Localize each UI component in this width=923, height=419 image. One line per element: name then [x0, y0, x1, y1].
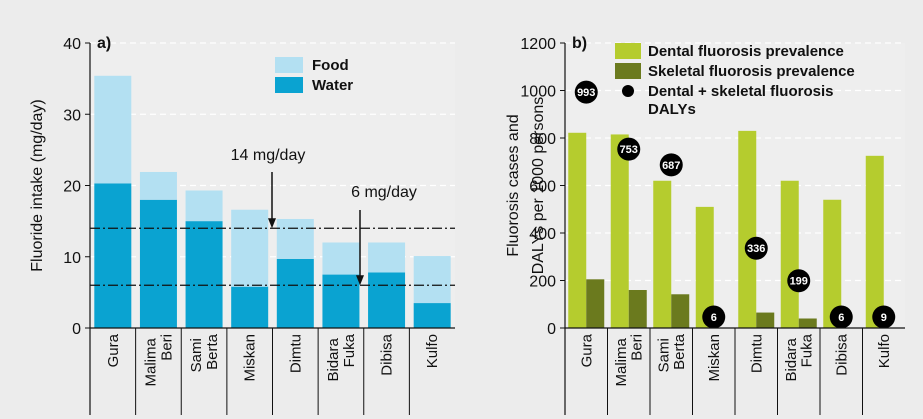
legend-label: Food	[312, 57, 349, 74]
y-axis-label: Fluoride intake (mg/day)	[29, 99, 46, 272]
x-tick-label: Dimtu	[287, 334, 304, 373]
x-tick-label: Dibisa	[379, 333, 396, 375]
bar	[628, 290, 647, 328]
x-tick-label: Malima Beri	[143, 334, 176, 387]
bar-segment	[322, 242, 360, 275]
x-tick-label: Bidara Fuka	[783, 333, 816, 381]
legend-marker	[622, 85, 634, 97]
bar-segment	[413, 303, 451, 328]
x-tick-label: Kulfo	[876, 334, 893, 368]
bar	[823, 199, 842, 328]
bar	[756, 312, 775, 328]
daly-marker	[872, 305, 896, 329]
panel-label: a)	[97, 35, 111, 52]
bar-segment	[139, 171, 177, 200]
bar-segment	[276, 218, 314, 259]
bar	[568, 132, 587, 328]
x-tick-label: Miskan	[242, 334, 259, 382]
y-tick-label: 1000	[520, 84, 556, 101]
x-tick-label: Miskan	[706, 334, 723, 382]
y-tick-label: 400	[529, 226, 556, 243]
bar-segment	[185, 221, 223, 328]
daly-marker	[659, 153, 683, 177]
legend-swatch	[275, 57, 303, 73]
y-tick-label: 0	[72, 321, 81, 338]
legend-label: Dental + skeletal fluorosis DALYs	[648, 83, 838, 118]
bar-segment	[413, 256, 451, 304]
legend-label: Water	[312, 77, 353, 94]
panel-label: b)	[572, 35, 587, 52]
daly-label: 9	[881, 312, 887, 324]
y-axis-label: Fluorosis cases and	[505, 114, 522, 256]
bar-segment	[231, 209, 269, 287]
bar	[653, 180, 672, 328]
x-tick-label: Sami Berta	[655, 333, 688, 372]
legend-label: Dental fluorosis prevalence	[648, 43, 844, 60]
bar-segment	[185, 190, 223, 222]
bar-segment	[322, 274, 360, 328]
x-tick-label: Dibisa	[833, 333, 850, 375]
legend-label: Skeletal fluorosis prevalence	[648, 63, 855, 80]
legend-swatch	[615, 63, 641, 79]
legend-swatch	[275, 77, 303, 93]
y-tick-label: 0	[547, 321, 556, 338]
daly-label: 6	[711, 312, 717, 324]
y-tick-label: 40	[63, 36, 81, 53]
x-tick-label: Malima Beri	[613, 334, 646, 387]
reference-label: 6 mg/day	[351, 184, 417, 201]
bar-segment	[276, 258, 314, 328]
bar-segment	[139, 199, 177, 328]
daly-label: 336	[747, 243, 765, 255]
arrow-head	[356, 275, 364, 286]
bar-segment	[368, 272, 406, 328]
y-tick-label: 600	[529, 179, 556, 196]
bar	[671, 294, 690, 328]
y-tick-label: 200	[529, 274, 556, 291]
daly-marker	[787, 269, 811, 293]
y-tick-label: 30	[63, 107, 81, 124]
daly-label: 6	[838, 312, 844, 324]
x-tick-label: Gura	[578, 333, 595, 367]
y-tick-label: 10	[63, 250, 81, 267]
daly-marker	[574, 80, 598, 104]
bar	[695, 206, 714, 328]
daly-label: 753	[620, 144, 638, 156]
bar	[738, 130, 757, 328]
daly-marker	[829, 305, 853, 329]
bar	[865, 155, 884, 328]
y-axis-label: DALYs per 1000 persons	[530, 97, 547, 275]
daly-marker	[617, 137, 641, 161]
x-tick-label: Kulfo	[424, 334, 441, 368]
x-tick-label: Dimtu	[748, 334, 765, 373]
daly-marker	[744, 236, 768, 260]
bar	[610, 134, 629, 328]
reference-label: 14 mg/day	[231, 147, 306, 164]
bar-segment	[231, 286, 269, 328]
bar	[798, 318, 817, 328]
legend-swatch	[615, 43, 641, 59]
y-tick-label: 20	[63, 179, 81, 196]
daly-label: 199	[790, 276, 808, 288]
x-tick-label: Bidara Fuka	[325, 333, 358, 381]
y-tick-label: 1200	[520, 36, 556, 53]
bar	[586, 279, 605, 328]
daly-label: 687	[662, 160, 680, 172]
bar	[780, 180, 799, 328]
y-tick-label: 800	[529, 131, 556, 148]
x-tick-label: Gura	[105, 333, 122, 367]
bar-segment	[94, 183, 132, 328]
x-tick-label: Sami Berta	[188, 333, 221, 372]
daly-marker	[702, 305, 726, 329]
arrow-head	[268, 218, 276, 229]
bar-segment	[368, 242, 406, 273]
daly-label: 993	[577, 87, 595, 99]
bar-segment	[94, 75, 132, 184]
